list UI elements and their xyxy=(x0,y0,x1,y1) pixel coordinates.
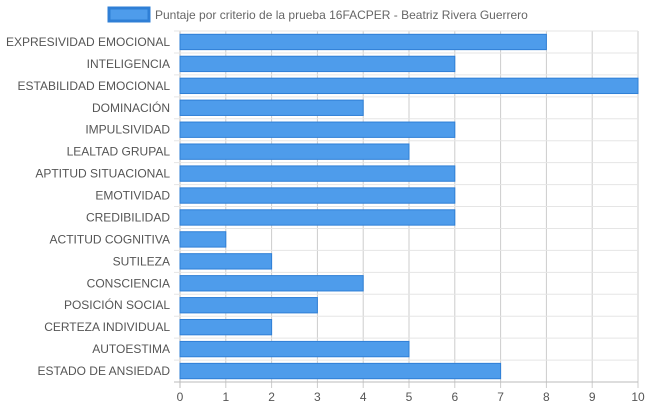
x-tick-label: 9 xyxy=(589,390,596,404)
x-tick-label: 1 xyxy=(222,390,229,404)
bar[interactable] xyxy=(179,55,456,73)
x-tick-label: 10 xyxy=(631,390,645,404)
category-label: CREDIBILIDAD xyxy=(86,210,170,224)
bar[interactable] xyxy=(179,253,273,270)
category-label: AUTOESTIMA xyxy=(92,342,170,356)
bar[interactable] xyxy=(179,33,547,51)
category-label: EXPRESIVIDAD EMOCIONAL xyxy=(6,35,170,49)
bar[interactable] xyxy=(179,77,639,95)
category-label: LEALTAD GRUPAL xyxy=(67,145,171,159)
category-label: IMPULSIVIDAD xyxy=(85,123,170,137)
bar[interactable] xyxy=(179,99,364,116)
category-label: CONSCIENCIA xyxy=(87,276,170,290)
category-label: APTITUD SITUACIONAL xyxy=(35,167,170,181)
category-label: ACTITUD COGNITIVA xyxy=(50,232,170,246)
x-tick-label: 6 xyxy=(451,390,458,404)
category-labels: EXPRESIVIDAD EMOCIONAL INTELIGENCIA ESTABI… xyxy=(6,35,170,378)
category-label: CERTEZA INDIVIDUAL xyxy=(44,320,170,334)
bar[interactable] xyxy=(179,187,456,204)
x-tick-label: 0 xyxy=(177,390,184,404)
bar[interactable] xyxy=(179,340,410,358)
chart-legend[interactable]: Puntaje por criterio de la prueba 16FACP… xyxy=(107,6,528,23)
bar[interactable] xyxy=(179,121,456,138)
category-label: ESTABILIDAD EMOCIONAL xyxy=(18,79,171,93)
legend-swatch xyxy=(107,6,151,23)
bar[interactable] xyxy=(179,143,410,160)
chart-bars xyxy=(179,33,639,380)
x-tick-label: 2 xyxy=(268,390,275,404)
bar[interactable] xyxy=(179,165,456,182)
category-label: INTELIGENCIA xyxy=(87,57,170,71)
category-label: DOMINACIÓN xyxy=(92,100,170,115)
category-label: EMOTIVIDAD xyxy=(95,189,170,203)
bar[interactable] xyxy=(179,209,456,226)
category-label: POSICIÓN SOCIAL xyxy=(64,297,170,312)
category-label: ESTADO DE ANSIEDAD xyxy=(38,364,171,378)
x-tick-label: 8 xyxy=(543,390,550,404)
x-tick-label: 5 xyxy=(406,390,413,404)
bar[interactable] xyxy=(179,231,227,248)
category-label: SUTILEZA xyxy=(113,254,170,268)
x-axis-tick-labels: 0 1 2 3 4 5 6 7 8 9 10 xyxy=(177,390,645,404)
bar[interactable] xyxy=(179,362,502,380)
legend-label: Puntaje por criterio de la prueba 16FACP… xyxy=(155,8,528,22)
x-tick-label: 4 xyxy=(360,390,367,404)
bar[interactable] xyxy=(179,318,273,336)
x-tick-label: 3 xyxy=(314,390,321,404)
bar[interactable] xyxy=(179,297,318,314)
x-tick-label: 7 xyxy=(497,390,504,404)
bar[interactable] xyxy=(179,275,364,292)
